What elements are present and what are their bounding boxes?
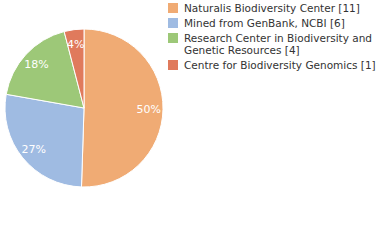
- legend-label: Research Center in Biodiversity and Gene…: [184, 32, 376, 56]
- legend-swatch: [168, 33, 178, 43]
- data-label: 27%: [21, 143, 45, 156]
- data-label: 4%: [67, 38, 84, 51]
- slice: [6, 32, 84, 108]
- data-label: 50%: [137, 103, 161, 116]
- legend-swatch: [168, 60, 178, 70]
- legend-item: Naturalis Biodiversity Center [11]: [168, 2, 376, 14]
- pie-area: 50% 27% 18% 4%: [0, 0, 170, 240]
- legend-item: Research Center in Biodiversity and Gene…: [168, 32, 376, 56]
- legend-label: Mined from GenBank, NCBI [6]: [184, 17, 345, 29]
- slice: [81, 29, 163, 187]
- legend-item: Mined from GenBank, NCBI [6]: [168, 17, 376, 29]
- slices: [5, 29, 163, 187]
- legend-label: Centre for Biodiversity Genomics [1]: [184, 59, 376, 71]
- data-label: 18%: [24, 58, 48, 71]
- legend-swatch: [168, 18, 178, 28]
- legend-swatch: [168, 3, 178, 13]
- legend: Naturalis Biodiversity Center [11] Mined …: [168, 2, 376, 74]
- legend-item: Centre for Biodiversity Genomics [1]: [168, 59, 376, 71]
- legend-label: Naturalis Biodiversity Center [11]: [184, 2, 360, 14]
- slice: [64, 29, 84, 108]
- data-labels: 50% 27% 18% 4%: [21, 38, 161, 156]
- slice: [5, 94, 84, 187]
